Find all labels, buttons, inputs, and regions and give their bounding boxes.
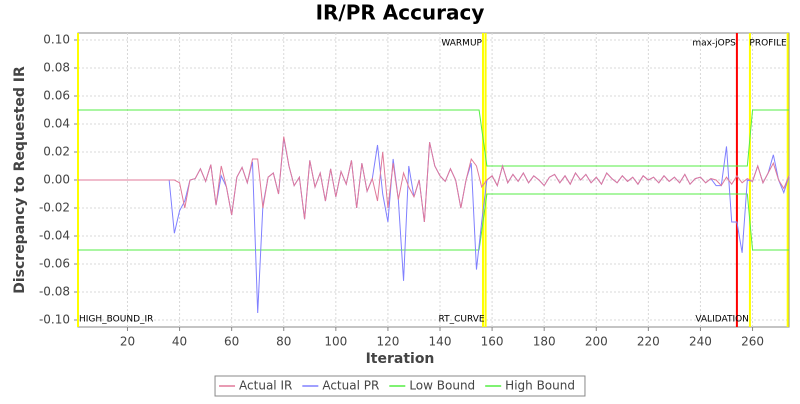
marker-label: PROFILE [749, 39, 787, 49]
y-tick-label: -0.04 [39, 229, 70, 243]
legend-label: Low Bound [409, 379, 475, 393]
marker-label: RT_CURVE [439, 315, 485, 325]
legend-label: Actual PR [322, 379, 379, 393]
marker-label: HIGH_BOUND_IR [79, 315, 153, 325]
series-line [78, 109, 789, 167]
chart-title: IR/PR Accuracy [316, 1, 485, 25]
y-axis-label: Discrepancy to Requested IR [12, 66, 28, 294]
x-tick-label: 160 [481, 335, 504, 349]
y-tick-label: 0.02 [43, 145, 70, 159]
marker-label: max-jOPS [692, 39, 736, 49]
x-tick-label: 180 [533, 335, 556, 349]
y-tick-label: -0.06 [39, 257, 70, 271]
y-tick-label: 0.06 [43, 89, 70, 103]
x-tick-label: 40 [172, 335, 187, 349]
series-line [78, 136, 790, 223]
y-tick-label: 0.04 [43, 117, 70, 131]
x-tick-label: 120 [376, 335, 399, 349]
x-tick-label: 260 [741, 335, 764, 349]
x-tick-label: 80 [276, 335, 291, 349]
y-tick-label: 0.08 [43, 61, 70, 75]
x-tick-label: 60 [224, 335, 239, 349]
series-line [78, 193, 789, 251]
y-tick-label: 0.00 [43, 173, 70, 187]
y-tick-label: 0.10 [43, 33, 70, 47]
x-tick-label: 220 [637, 335, 660, 349]
y-tick-label: -0.08 [39, 285, 70, 299]
y-tick-label: -0.02 [39, 201, 70, 215]
x-tick-label: 240 [689, 335, 712, 349]
marker-label: WARMUP [441, 39, 482, 49]
x-axis-label: Iteration [366, 351, 435, 367]
marker-label: VALIDATION [695, 315, 749, 325]
x-tick-label: 100 [324, 335, 347, 349]
legend-label: High Bound [505, 379, 575, 393]
legend-label: Actual IR [239, 379, 292, 393]
x-tick-label: 20 [120, 335, 135, 349]
x-tick-label: 140 [429, 335, 452, 349]
x-tick-label: 200 [585, 335, 608, 349]
legend: Actual IR Actual PR Low Bound High Bound [214, 375, 586, 397]
y-tick-label: -0.10 [39, 313, 70, 327]
